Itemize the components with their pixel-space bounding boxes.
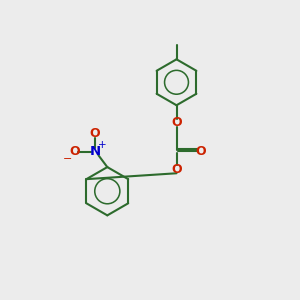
Text: −: −: [63, 154, 73, 164]
Text: O: O: [195, 145, 206, 158]
Text: O: O: [69, 145, 80, 158]
Text: N: N: [89, 145, 100, 158]
Text: O: O: [90, 127, 100, 140]
Text: O: O: [171, 163, 182, 176]
Text: O: O: [171, 116, 182, 129]
Text: +: +: [98, 140, 106, 150]
